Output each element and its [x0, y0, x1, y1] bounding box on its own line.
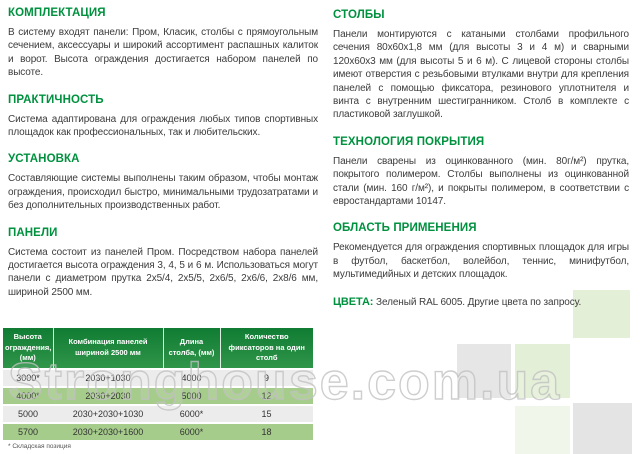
table-cell: 5700	[3, 422, 53, 442]
table-header-cell: Количество фиксаторов на один столб	[220, 328, 313, 370]
section-body: Панели сварены из оцинкованного (мин. 80…	[333, 155, 629, 208]
table-header-row: Высота ограждения, (мм) Комбинация панел…	[3, 328, 313, 370]
table-cell: 6000*	[163, 404, 220, 424]
section-body: В систему входят панели: Пром, Класик, с…	[8, 27, 318, 79]
table-row: 3000* 2030+1030 4000 9	[3, 368, 313, 388]
table-cell: 2030+2030+1030	[53, 404, 163, 424]
table-cell: 4000*	[3, 386, 53, 406]
section-heading: КОМПЛЕКТАЦИЯ	[8, 7, 106, 19]
table-header-cell: Высота ограждения, (мм)	[3, 328, 54, 370]
section-stolby: СТОЛБЫ Панели монтируются с катаными сто…	[333, 9, 629, 122]
colors-line: ЦВЕТА: Зеленый RAL 6005. Другие цвета по…	[333, 296, 629, 309]
table-header-cell: Длина столба, (мм)	[163, 328, 221, 370]
section-body: Панели монтируются с катаными столбами п…	[333, 29, 629, 121]
section-body: Система состоит из панелей Пром. Посредс…	[8, 246, 318, 298]
table-cell: 12	[220, 386, 313, 406]
colors-label: ЦВЕТА:	[333, 295, 374, 308]
table-header-cell: Комбинация панелей шириной 2500 мм	[53, 328, 164, 370]
table-row: 4000* 2030+2030 5000 12	[3, 386, 313, 406]
table-row: 5000 2030+2030+1030 6000* 15	[3, 404, 313, 424]
section-heading: ПАНЕЛИ	[8, 226, 58, 239]
section-heading: УСТАНОВКА	[8, 153, 80, 166]
right-column: СТОЛБЫ Панели монтируются с катаными сто…	[333, 2, 629, 309]
mosaic-square-green	[573, 290, 630, 338]
section-oblast-primenenia: ОБЛАСТЬ ПРИМЕНЕНИЯ Рекомендуется для огр…	[333, 222, 629, 281]
mosaic-square-gray	[573, 403, 632, 454]
table-cell: 5000	[163, 386, 220, 406]
table-cell: 6000*	[163, 422, 220, 442]
table-cell: 18	[220, 422, 313, 442]
section-heading: СТОЛБЫ	[333, 9, 385, 21]
specs-table: Высота ограждения, (мм) Комбинация панел…	[3, 328, 313, 442]
table-cell: 2030+1030	[53, 368, 163, 388]
table-cell: 4000	[163, 368, 220, 388]
mosaic-square-green	[515, 344, 570, 398]
section-heading: ТЕХНОЛОГИЯ ПОКРЫТИЯ	[333, 135, 485, 148]
table-footnote: * Складская позиция	[8, 443, 71, 450]
section-komplektacia: КОМПЛЕКТАЦИЯ В систему входят панели: Пр…	[8, 7, 318, 80]
table-cell: 3000*	[3, 368, 53, 388]
table-cell: 5000	[3, 404, 53, 424]
section-heading: ОБЛАСТЬ ПРИМЕНЕНИЯ	[333, 222, 477, 235]
section-ustanovka: УСТАНОВКА Составляющие системы выполнены…	[8, 153, 318, 212]
section-body: Составляющие системы выполнены таким обр…	[8, 173, 318, 212]
section-tehnologia-pokrytia: ТЕХНОЛОГИЯ ПОКРЫТИЯ Панели сварены из оц…	[333, 136, 629, 209]
section-body: Рекомендуется для ограждения спортивных …	[333, 242, 629, 281]
section-body: Система адаптирована для ограждения любы…	[8, 113, 318, 139]
mosaic-square-pale-green	[515, 406, 570, 454]
table-cell: 15	[220, 404, 313, 424]
section-praktichnost: ПРАКТИЧНОСТЬ Система адаптирована для ог…	[8, 94, 318, 140]
mosaic-square-gray	[457, 344, 511, 398]
table-cell: 2030+2030	[53, 386, 163, 406]
table-cell: 9	[220, 368, 313, 388]
table-cell: 2030+2030+1600	[53, 422, 163, 442]
section-heading: ПРАКТИЧНОСТЬ	[8, 93, 104, 106]
section-paneli: ПАНЕЛИ Система состоит из панелей Пром. …	[8, 227, 318, 300]
colors-text: Зеленый RAL 6005. Другие цвета по запрос…	[373, 296, 582, 308]
left-column: КОМПЛЕКТАЦИЯ В систему входят панели: Пр…	[8, 0, 318, 299]
table-row: 5700 2030+2030+1600 6000* 18	[3, 422, 313, 442]
